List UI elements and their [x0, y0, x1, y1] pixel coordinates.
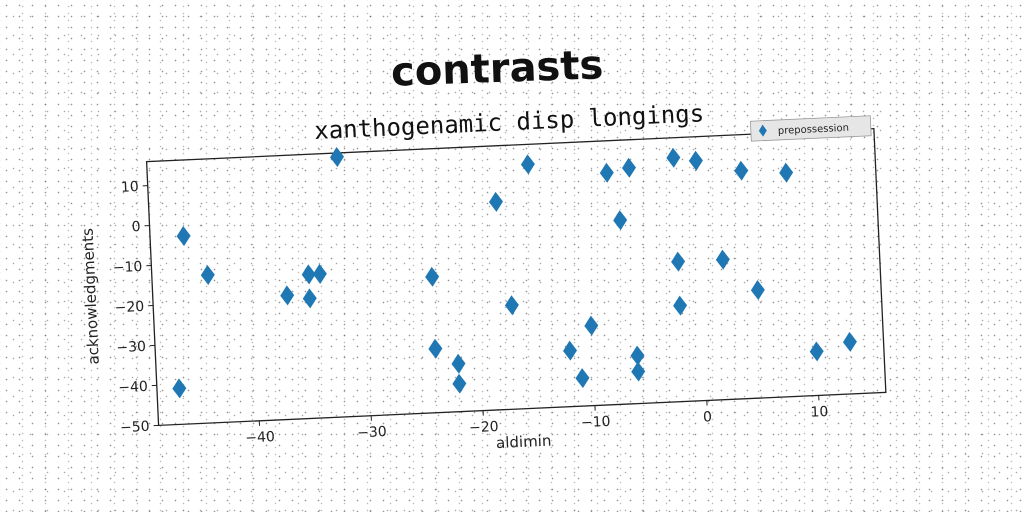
scatter-point	[520, 154, 535, 175]
scatter-point	[671, 251, 686, 272]
scatter-point	[504, 295, 519, 316]
scatter-point	[673, 295, 688, 316]
scatter-point	[621, 157, 636, 178]
scatter-point	[176, 226, 191, 247]
scatter-point	[302, 288, 317, 309]
y-tick-label: −50	[120, 419, 150, 436]
scatter-point	[563, 340, 578, 361]
scatter-point	[575, 368, 590, 389]
plot-frame	[145, 127, 887, 427]
x-tick-label: −30	[357, 424, 387, 441]
scatter-point	[715, 249, 730, 270]
x-tick-label: −40	[245, 429, 275, 446]
scatter-point	[428, 338, 443, 359]
scatter-point	[688, 150, 703, 171]
y-tick-label: −10	[113, 259, 143, 276]
scatter-point	[613, 210, 628, 231]
scatter-point	[630, 345, 645, 366]
legend-label: prepossession	[778, 123, 850, 137]
x-axis: −40 −30 −20 −10 0 10	[245, 395, 829, 446]
y-tick-label: 0	[131, 219, 141, 235]
scatter-point	[330, 147, 344, 167]
scatter-point	[172, 378, 187, 399]
chart-plot-area: xanthogenamic disp longings −40 −30 −20 −10…	[79, 99, 887, 452]
figure-title: contrasts	[390, 42, 604, 95]
scatter-point	[280, 285, 295, 306]
scatter-point	[200, 264, 215, 285]
x-tick-label: 0	[703, 409, 713, 425]
x-axis-label: aldimin	[496, 432, 552, 452]
scatter-point	[425, 266, 440, 287]
y-tick-label: −30	[116, 339, 146, 356]
scatter-point	[750, 280, 765, 301]
chart-title: xanthogenamic disp longings	[314, 99, 705, 145]
y-tick-label: −40	[118, 379, 148, 396]
scatter-point	[584, 315, 599, 336]
legend-marker	[758, 124, 767, 137]
scatter-point	[779, 162, 794, 183]
scatter-point	[452, 373, 467, 394]
scatter-point	[809, 341, 824, 362]
scatter-point	[312, 263, 327, 284]
y-axis-label: acknowledgments	[79, 228, 103, 365]
scatter-point	[451, 353, 466, 374]
scatter-point	[599, 162, 614, 183]
y-tick-label: 10	[121, 179, 140, 196]
x-tick-label: −20	[469, 419, 499, 436]
scatter-points	[172, 147, 857, 399]
x-tick-label: 10	[810, 404, 829, 421]
scatter-point	[842, 331, 857, 352]
scatter-point	[666, 147, 681, 168]
x-tick-label: −10	[581, 414, 611, 431]
scatter-point	[301, 264, 316, 285]
legend-box	[749, 115, 872, 142]
scatter-point	[631, 361, 646, 382]
scatter-point	[734, 160, 749, 181]
y-axis: 10 0 −10 −20 −30 −40 −50	[113, 179, 159, 436]
legend: prepossession	[749, 115, 872, 142]
scatter-point	[489, 191, 503, 212]
y-tick-label: −20	[114, 299, 144, 316]
